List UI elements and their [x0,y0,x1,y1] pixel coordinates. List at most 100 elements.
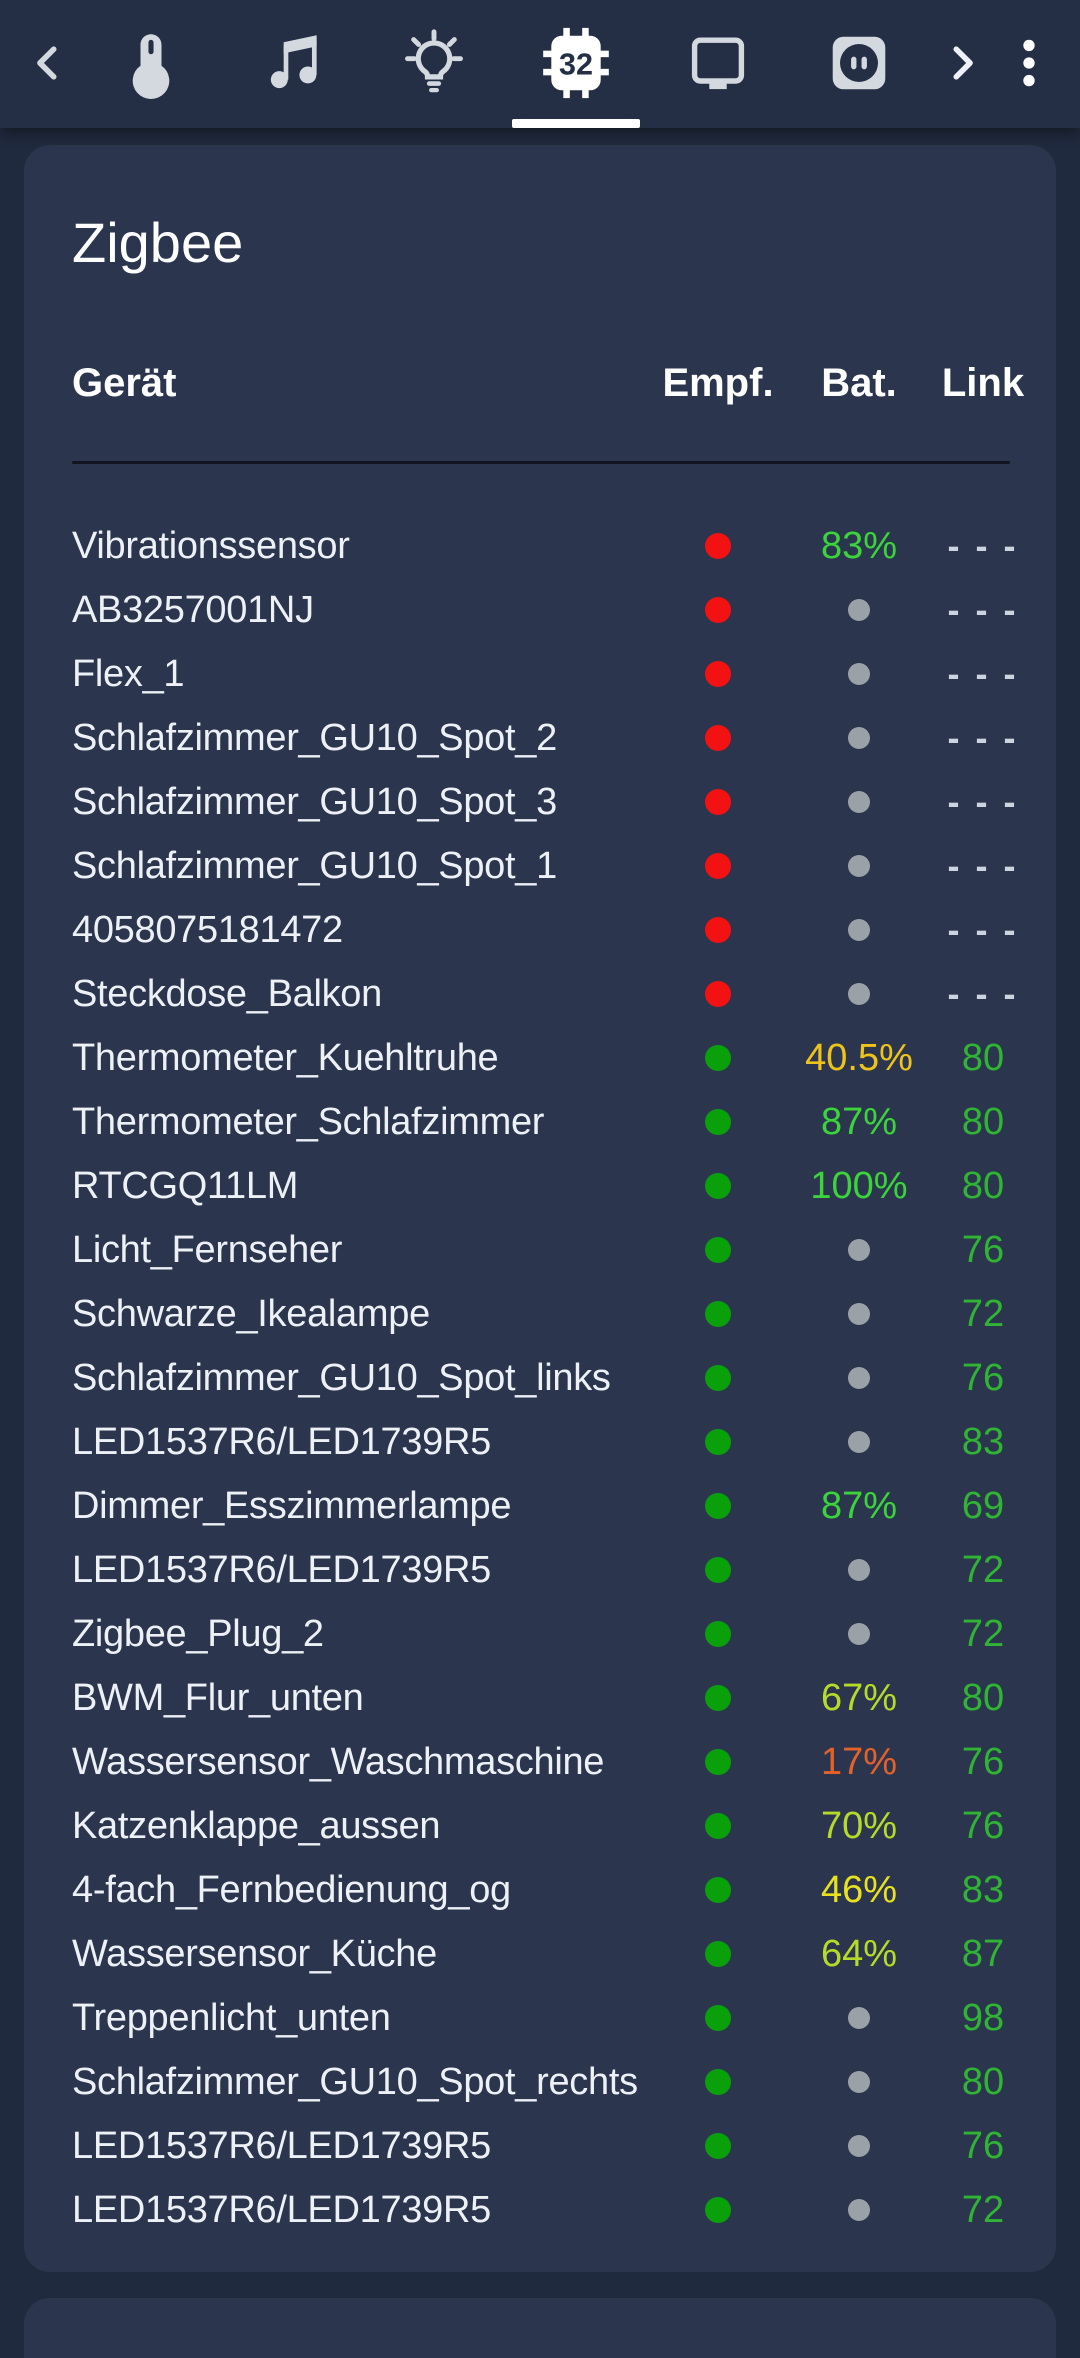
battery-unknown-dot [848,2071,870,2093]
link-quality-value: 72 [961,1548,1005,1591]
kebab-menu-icon [998,32,1060,97]
status-online-dot [705,1941,731,1967]
battery-value: 70% [820,1804,898,1847]
empf-cell [648,1365,788,1391]
link-missing-dashes: - - - [947,781,1019,822]
empf-cell [648,2197,788,2223]
link-cell: 80 [930,2061,1036,2104]
status-online-dot [705,1045,731,1071]
device-name: Wassersensor_Küche [72,1932,437,1975]
link-quality-value: 83 [961,1868,1005,1911]
status-online-dot [705,1173,731,1199]
device-name: LED1537R6/LED1739R5 [72,1420,491,1463]
device-name: Zigbee_Plug_2 [72,1612,324,1655]
device-name: Licht_Fernseher [72,1228,343,1271]
empf-cell [648,661,788,687]
zigbee-card: Zigbee Gerät Empf. Bat. Link Vibrationss… [24,145,1056,2272]
tab-display[interactable] [647,0,789,128]
battery-cell [788,1239,930,1261]
status-online-dot [705,1237,731,1263]
link-quality-value: 72 [961,1292,1005,1335]
table-row: Schlafzimmer_GU10_Spot_rechts 80 [72,2050,1036,2114]
battery-cell [788,1367,930,1389]
tab-chip-32[interactable]: 32 [505,0,647,128]
status-offline-dot [705,981,731,1007]
link-cell: 76 [930,2125,1036,2168]
link-quality-value: 80 [961,1164,1005,1207]
music-note-icon [258,28,328,101]
link-missing-dashes: - - - [947,717,1019,758]
tab-power-outlet[interactable] [788,0,930,128]
battery-unknown-dot [848,727,870,749]
battery-unknown-dot [848,855,870,877]
status-offline-dot [705,789,731,815]
tab-strip: 32 [80,0,930,128]
link-missing-dashes: - - - [947,525,1019,566]
battery-cell [788,727,930,749]
link-cell: - - - [930,845,1036,887]
battery-cell: 40.5% [788,1037,930,1080]
battery-unknown-dot [848,1559,870,1581]
link-missing-dashes: - - - [947,653,1019,694]
link-missing-dashes: - - - [947,909,1019,950]
overflow-menu-button[interactable] [994,0,1064,128]
table-row: Licht_Fernseher 76 [72,1218,1036,1282]
battery-cell: 17% [788,1741,930,1784]
table-row: LED1537R6/LED1739R5 83 [72,1410,1036,1474]
empf-cell [648,2005,788,2031]
link-quality-value: 80 [961,1036,1005,1079]
battery-cell [788,919,930,941]
battery-cell: 100% [788,1165,930,1208]
empf-cell [648,2069,788,2095]
battery-cell [788,2007,930,2029]
status-online-dot [705,1877,731,1903]
link-quality-value: 80 [961,2060,1005,2103]
link-missing-dashes: - - - [947,589,1019,630]
status-offline-dot [705,597,731,623]
link-cell: 72 [930,1293,1036,1336]
table-row: LED1537R6/LED1739R5 76 [72,2114,1036,2178]
scroll-tabs-left-button[interactable] [16,0,80,128]
status-online-dot [705,2005,731,2031]
device-name: Katzenklappe_aussen [72,1804,441,1847]
tab-thermometer[interactable] [80,0,222,128]
link-missing-dashes: - - - [947,845,1019,886]
empf-cell [648,1557,788,1583]
lightbulb-on-icon [397,26,471,103]
link-quality-value: 80 [961,1100,1005,1143]
battery-cell [788,1303,930,1325]
tab-lights[interactable] [363,0,505,128]
battery-unknown-dot [848,2007,870,2029]
battery-unknown-dot [848,1303,870,1325]
status-online-dot [705,1365,731,1391]
link-quality-value: 83 [961,1420,1005,1463]
column-header-bat: Bat. [821,361,897,405]
device-name: Dimmer_Esszimmerlampe [72,1484,512,1527]
scroll-tabs-right-button[interactable] [930,0,994,128]
chip-32-icon: 32 [537,24,615,105]
table-row: Katzenklappe_aussen 70% 76 [72,1794,1036,1858]
device-name: Flex_1 [72,652,185,695]
link-missing-dashes: - - - [947,973,1019,1014]
status-online-dot [705,1813,731,1839]
device-name: Vibrationssensor [72,524,350,567]
table-row: RTCGQ11LM 100% 80 [72,1154,1036,1218]
empf-cell [648,597,788,623]
device-table-body: Vibrationssensor 83% - - - AB3257001NJ - - -… [72,514,1036,2242]
status-online-dot [705,1621,731,1647]
empf-cell [648,853,788,879]
link-quality-value: 87 [961,1932,1005,1975]
battery-unknown-dot [848,2135,870,2157]
active-tab-indicator [511,119,640,128]
table-row: Schlafzimmer_GU10_Spot_3 - - - [72,770,1036,834]
status-offline-dot [705,661,731,687]
table-row: Dimmer_Esszimmerlampe 87% 69 [72,1474,1036,1538]
link-cell: 80 [930,1677,1036,1720]
device-name: BWM_Flur_unten [72,1676,364,1719]
link-quality-value: 80 [961,1676,1005,1719]
link-cell: 83 [930,1869,1036,1912]
battery-cell [788,1431,930,1453]
link-cell: 76 [930,1805,1036,1848]
tab-music[interactable] [222,0,364,128]
empf-cell [648,1237,788,1263]
